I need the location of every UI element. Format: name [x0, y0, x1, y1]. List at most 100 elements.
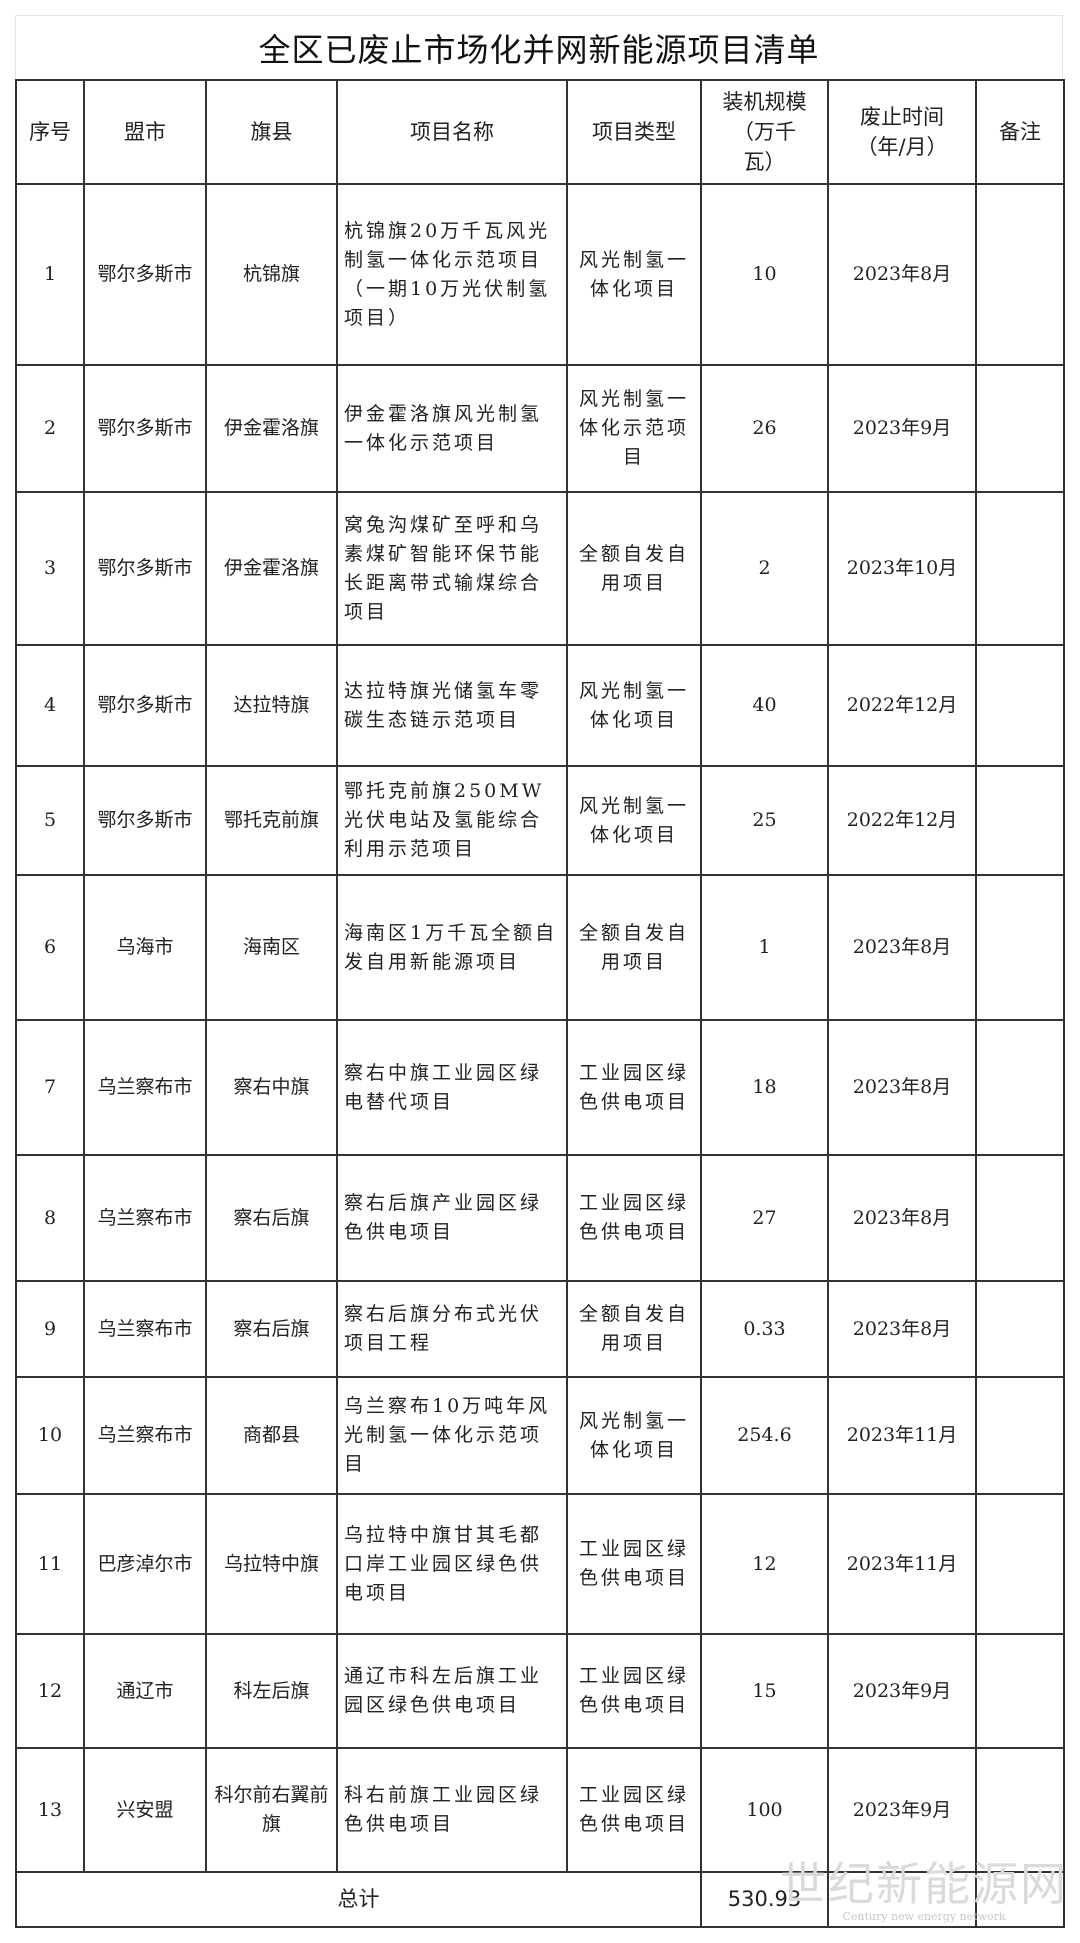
cell-league-city: 乌兰察布市 [83, 1154, 207, 1282]
table-row: 13 兴安盟 科尔前右翼前旗 科右前旗工业园区绿色供电项目 工业园区绿色供电项目 100 2… [15, 1747, 1065, 1873]
total-empty-remark [975, 1871, 1065, 1928]
cell-banner-county: 察右中旗 [205, 1019, 338, 1156]
cell-league-city: 鄂尔多斯市 [83, 491, 207, 646]
table-row: 6 乌海市 海南区 海南区1万千瓦全额自发自用新能源项目 全额自发自用项目 1 2023年8… [15, 874, 1065, 1021]
table-row: 1 鄂尔多斯市 杭锦旗 杭锦旗20万千瓦风光制氢一体化示范项目（一期10万光伏制氢项目… [15, 183, 1065, 366]
cell-project-name: 察右后旗产业园区绿色供电项目 [336, 1154, 568, 1282]
cell-project-type: 风光制氢一体化项目 [566, 183, 702, 366]
cell-banner-county: 伊金霍洛旗 [205, 491, 338, 646]
cell-banner-county: 海南区 [205, 874, 338, 1021]
cell-project-type: 工业园区绿色供电项目 [566, 1633, 702, 1749]
cell-abolish-time: 2023年8月 [827, 1280, 977, 1378]
cell-seq: 12 [15, 1633, 85, 1749]
header-banner-county: 旗县 [205, 79, 338, 185]
cell-capacity: 2 [700, 491, 829, 646]
total-capacity: 530.93 [700, 1871, 829, 1928]
table-row: 3 鄂尔多斯市 伊金霍洛旗 窝兔沟煤矿至呼和乌素煤矿智能环保节能长距离带式输煤综合项目… [15, 491, 1065, 646]
cell-seq: 1 [15, 183, 85, 366]
cell-league-city: 通辽市 [83, 1633, 207, 1749]
cell-banner-county: 杭锦旗 [205, 183, 338, 366]
total-label: 总计 [15, 1871, 702, 1928]
table-row: 7 乌兰察布市 察右中旗 察右中旗工业园区绿电替代项目 工业园区绿色供电项目 18 2023… [15, 1019, 1065, 1156]
table-row: 10 乌兰察布市 商都县 乌兰察布10万吨年风光制氢一体化示范项目 风光制氢一体化项目 2… [15, 1376, 1065, 1495]
cell-project-type: 工业园区绿色供电项目 [566, 1747, 702, 1873]
cell-league-city: 巴彦淖尔市 [83, 1493, 207, 1635]
cell-project-name: 乌兰察布10万吨年风光制氢一体化示范项目 [336, 1376, 568, 1495]
header-row: 序号 盟市 旗县 项目名称 项目类型 装机规模（万千瓦） 废止时间（年/月） 备… [15, 79, 1065, 185]
cell-abolish-time: 2023年9月 [827, 1747, 977, 1873]
cell-project-type: 全额自发自用项目 [566, 491, 702, 646]
cell-project-name: 窝兔沟煤矿至呼和乌素煤矿智能环保节能长距离带式输煤综合项目 [336, 491, 568, 646]
cell-remark [975, 874, 1065, 1021]
cell-banner-county: 乌拉特中旗 [205, 1493, 338, 1635]
table-row: 8 乌兰察布市 察右后旗 察右后旗产业园区绿色供电项目 工业园区绿色供电项目 27 2023… [15, 1154, 1065, 1282]
cell-seq: 9 [15, 1280, 85, 1378]
cell-remark [975, 183, 1065, 366]
cell-seq: 3 [15, 491, 85, 646]
cell-capacity: 0.33 [700, 1280, 829, 1378]
cell-league-city: 乌兰察布市 [83, 1280, 207, 1378]
cell-capacity: 18 [700, 1019, 829, 1156]
table-row: 9 乌兰察布市 察右后旗 察右后旗分布式光伏项目工程 全额自发自用项目 0.33 2023年… [15, 1280, 1065, 1378]
cell-remark [975, 491, 1065, 646]
cell-capacity: 10 [700, 183, 829, 366]
cell-abolish-time: 2023年9月 [827, 1633, 977, 1749]
cell-remark [975, 765, 1065, 876]
cell-project-type: 工业园区绿色供电项目 [566, 1493, 702, 1635]
cell-remark [975, 1280, 1065, 1378]
cell-remark [975, 1747, 1065, 1873]
cell-banner-county: 察右后旗 [205, 1280, 338, 1378]
cell-project-name: 通辽市科左后旗工业园区绿色供电项目 [336, 1633, 568, 1749]
cell-abolish-time: 2022年12月 [827, 765, 977, 876]
cell-project-name: 达拉特旗光储氢车零碳生态链示范项目 [336, 644, 568, 767]
cell-abolish-time: 2023年10月 [827, 491, 977, 646]
cell-league-city: 乌兰察布市 [83, 1019, 207, 1156]
cell-banner-county: 科尔前右翼前旗 [205, 1747, 338, 1873]
cell-banner-county: 伊金霍洛旗 [205, 364, 338, 493]
cell-seq: 7 [15, 1019, 85, 1156]
cell-remark [975, 364, 1065, 493]
cell-league-city: 乌海市 [83, 874, 207, 1021]
total-row: 总计 530.93 [15, 1871, 1065, 1928]
total-empty-time [827, 1871, 977, 1928]
cell-abolish-time: 2023年8月 [827, 874, 977, 1021]
header-abolish-time: 废止时间（年/月） [827, 79, 977, 185]
cell-project-type: 风光制氢一体化项目 [566, 1376, 702, 1495]
cell-project-type: 全额自发自用项目 [566, 874, 702, 1021]
cell-remark [975, 1493, 1065, 1635]
table-row: 2 鄂尔多斯市 伊金霍洛旗 伊金霍洛旗风光制氢一体化示范项目 风光制氢一体化示范项目 26… [15, 364, 1065, 493]
cell-remark [975, 1633, 1065, 1749]
cell-project-type: 风光制氢一体化项目 [566, 765, 702, 876]
table-row: 5 鄂尔多斯市 鄂托克前旗 鄂托克前旗250MW光伏电站及氢能综合利用示范项目 风光制氢… [15, 765, 1065, 876]
cell-project-type: 工业园区绿色供电项目 [566, 1019, 702, 1156]
cell-capacity: 26 [700, 364, 829, 493]
cell-capacity: 27 [700, 1154, 829, 1282]
cell-project-name: 杭锦旗20万千瓦风光制氢一体化示范项目（一期10万光伏制氢项目） [336, 183, 568, 366]
cell-banner-county: 察右后旗 [205, 1154, 338, 1282]
cell-project-name: 乌拉特中旗甘其毛都口岸工业园区绿色供电项目 [336, 1493, 568, 1635]
cell-remark [975, 1154, 1065, 1282]
cell-seq: 6 [15, 874, 85, 1021]
cell-project-name: 科右前旗工业园区绿色供电项目 [336, 1747, 568, 1873]
cell-capacity: 12 [700, 1493, 829, 1635]
cell-project-name: 察右中旗工业园区绿电替代项目 [336, 1019, 568, 1156]
title-box: 全区已废止市场化并网新能源项目清单 [15, 15, 1063, 79]
header-project-name: 项目名称 [336, 79, 568, 185]
cell-remark [975, 644, 1065, 767]
table-row: 11 巴彦淖尔市 乌拉特中旗 乌拉特中旗甘其毛都口岸工业园区绿色供电项目 工业园区绿色供… [15, 1493, 1065, 1635]
cell-capacity: 254.6 [700, 1376, 829, 1495]
cell-league-city: 鄂尔多斯市 [83, 364, 207, 493]
project-table: 序号 盟市 旗县 项目名称 项目类型 装机规模（万千瓦） 废止时间（年/月） 备… [15, 79, 1065, 1928]
table-row: 12 通辽市 科左后旗 通辽市科左后旗工业园区绿色供电项目 工业园区绿色供电项目 15 20… [15, 1633, 1065, 1749]
cell-project-type: 全额自发自用项目 [566, 1280, 702, 1378]
cell-abolish-time: 2023年11月 [827, 1493, 977, 1635]
cell-abolish-time: 2023年8月 [827, 1019, 977, 1156]
cell-seq: 2 [15, 364, 85, 493]
cell-league-city: 鄂尔多斯市 [83, 183, 207, 366]
header-capacity: 装机规模（万千瓦） [700, 79, 829, 185]
cell-abolish-time: 2023年8月 [827, 1154, 977, 1282]
cell-league-city: 鄂尔多斯市 [83, 765, 207, 876]
cell-project-name: 鄂托克前旗250MW光伏电站及氢能综合利用示范项目 [336, 765, 568, 876]
cell-seq: 5 [15, 765, 85, 876]
cell-abolish-time: 2023年11月 [827, 1376, 977, 1495]
